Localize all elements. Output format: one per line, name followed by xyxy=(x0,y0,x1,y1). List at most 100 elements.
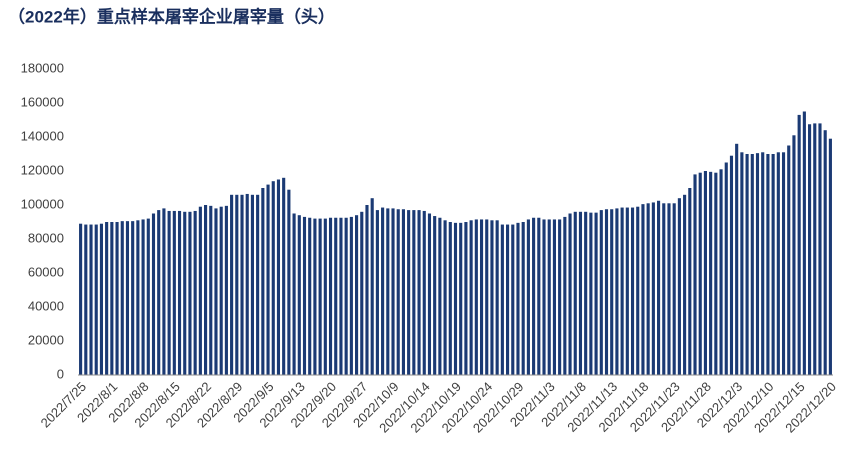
y-tick-label: 140000 xyxy=(21,128,64,143)
bar xyxy=(771,154,775,375)
y-tick-label: 0 xyxy=(57,366,64,381)
bar xyxy=(381,207,385,375)
bar xyxy=(646,203,650,375)
bar xyxy=(474,219,478,375)
bar xyxy=(230,194,234,375)
bar xyxy=(464,222,468,375)
bar xyxy=(578,211,583,375)
bar xyxy=(401,209,405,375)
bar xyxy=(219,206,223,375)
bar xyxy=(120,221,124,375)
bar xyxy=(729,155,734,375)
bar xyxy=(214,208,218,375)
bar xyxy=(183,211,187,375)
bar xyxy=(808,124,812,375)
bar xyxy=(641,204,645,375)
bar xyxy=(823,130,827,375)
bar xyxy=(797,114,801,376)
bar xyxy=(709,171,713,375)
bar xyxy=(745,154,749,375)
bar xyxy=(563,216,567,375)
bar xyxy=(370,198,374,375)
bar xyxy=(542,219,546,375)
bar xyxy=(391,208,395,375)
bar xyxy=(386,208,390,375)
bar xyxy=(282,177,286,375)
bar xyxy=(313,218,317,375)
bar xyxy=(162,208,166,375)
bar xyxy=(485,219,489,375)
y-tick-label: 80000 xyxy=(28,230,64,245)
bar xyxy=(412,210,416,375)
bar xyxy=(427,213,432,375)
bar xyxy=(604,209,609,375)
bar xyxy=(198,206,202,375)
bar xyxy=(750,154,754,375)
bar xyxy=(693,174,697,375)
bar xyxy=(662,203,666,375)
bar xyxy=(297,215,301,375)
bar xyxy=(672,203,676,375)
bar xyxy=(287,189,291,375)
bar xyxy=(407,210,411,375)
bar xyxy=(131,221,135,375)
bar xyxy=(360,211,364,375)
bar xyxy=(599,210,603,375)
bar xyxy=(568,213,572,375)
bar xyxy=(188,211,192,375)
bar xyxy=(714,172,718,375)
bar xyxy=(719,169,723,375)
bar xyxy=(781,152,786,375)
y-tick-label: 60000 xyxy=(28,264,64,279)
bar xyxy=(558,219,562,375)
bar xyxy=(209,205,213,375)
bar xyxy=(417,210,421,375)
bar xyxy=(365,205,369,375)
bar xyxy=(584,211,588,375)
bar xyxy=(703,171,707,375)
bar xyxy=(261,188,265,375)
bar xyxy=(740,152,744,375)
bar xyxy=(552,219,556,375)
bar xyxy=(328,217,333,375)
bar xyxy=(448,222,452,375)
bar xyxy=(266,184,270,375)
bar xyxy=(105,222,109,375)
bar xyxy=(349,216,353,375)
bar xyxy=(443,220,447,375)
bar xyxy=(469,220,473,375)
bar xyxy=(735,143,739,375)
bar xyxy=(532,217,536,375)
bar xyxy=(479,219,484,375)
bar xyxy=(245,193,249,375)
bar xyxy=(802,111,806,375)
bar xyxy=(511,224,515,375)
bar xyxy=(657,200,661,375)
bar xyxy=(537,217,541,375)
bar xyxy=(677,198,681,375)
bar xyxy=(172,210,176,375)
bar xyxy=(506,224,510,375)
bar xyxy=(776,152,780,375)
bar xyxy=(89,224,93,375)
bar xyxy=(547,219,551,375)
bar xyxy=(308,217,312,375)
bar xyxy=(375,210,379,375)
bar xyxy=(688,188,692,375)
y-tick-label: 180000 xyxy=(21,60,64,75)
bar xyxy=(490,220,494,375)
bar xyxy=(698,172,702,375)
bar xyxy=(724,162,728,375)
bar xyxy=(594,212,598,375)
bar xyxy=(453,222,458,375)
bar xyxy=(667,203,671,375)
bar xyxy=(318,218,322,375)
bar xyxy=(204,205,208,375)
bar xyxy=(157,210,161,375)
bar xyxy=(193,210,197,375)
bar xyxy=(521,222,525,375)
bar xyxy=(683,194,687,375)
bar xyxy=(792,135,796,375)
bar xyxy=(292,213,296,375)
